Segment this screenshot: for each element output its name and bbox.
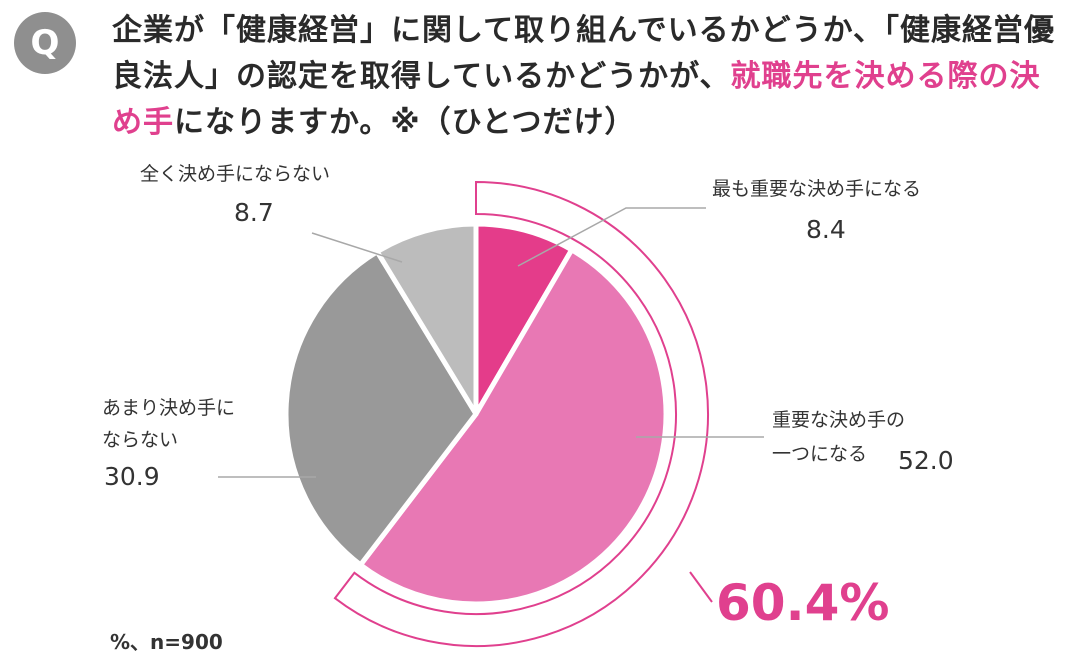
value-important: 52.0 (898, 446, 954, 475)
highlight-connector (689, 571, 713, 603)
sample-note: %、n=900 (110, 630, 223, 654)
label-not-at-all: 全く決め手にならない (140, 163, 331, 185)
question-part2: になりますか。※（ひとつだけ） (174, 105, 636, 140)
label-important-line2: 一つになる (772, 443, 868, 465)
leader-not-at-all (311, 232, 403, 263)
value-not-much: 30.9 (104, 462, 160, 491)
value-not-at-all: 8.7 (234, 198, 274, 227)
label-not-much-line2: ならない (102, 429, 179, 451)
question-part1: 企業が「健康経営」に関して取り組んでいるかどうか、「健康経営優良法人」の認定を取… (112, 13, 1055, 94)
label-important-line1: 重要な決め手の (772, 409, 906, 431)
question-badge: Q (14, 12, 76, 74)
label-not-much-line1: あまり決め手に (102, 397, 236, 419)
value-most-important: 8.4 (806, 215, 846, 244)
question-text: 企業が「健康経営」に関して取り組んでいるかどうか、「健康経営優良法人」の認定を取… (112, 8, 1057, 146)
slice-not-at-all (374, 221, 479, 417)
slice-not-much (283, 249, 479, 568)
highlight-bracket (333, 180, 709, 647)
highlight-total: 60.4% (716, 574, 890, 632)
label-most-important: 最も重要な決め手になる (712, 178, 922, 200)
question-highlight: 就職先を決める際の決め手 (112, 59, 1041, 140)
slice-important (357, 247, 669, 607)
leader-most-important (517, 207, 706, 267)
